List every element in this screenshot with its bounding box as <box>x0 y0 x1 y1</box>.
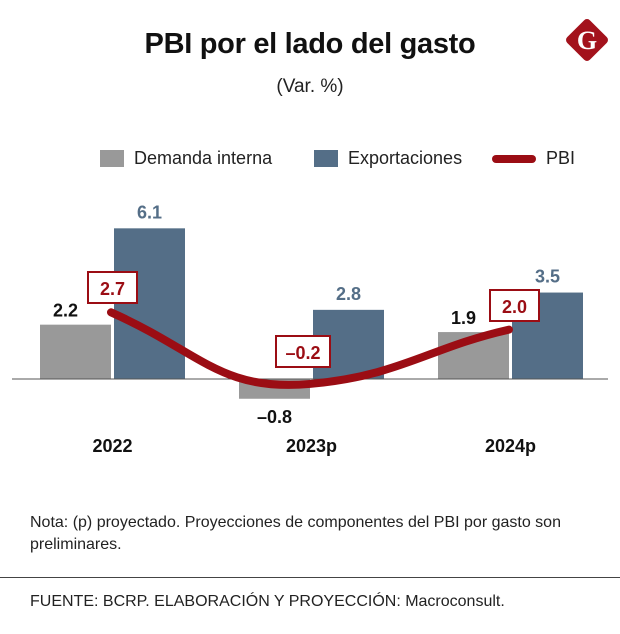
pbi-data-label: –0.2 <box>285 343 320 363</box>
pbi-data-label: 2.0 <box>502 297 527 317</box>
legend-swatch <box>314 150 338 167</box>
data-label: –0.8 <box>257 407 292 427</box>
legend-swatch <box>100 150 124 167</box>
legend-item-demanda: Demanda interna <box>100 148 272 169</box>
pbi-label-box <box>275 335 331 368</box>
svg-text:G: G <box>577 26 597 55</box>
legend: Demanda interna Exportaciones PBI <box>0 148 620 172</box>
data-label: 2.8 <box>336 284 361 304</box>
bar-line-chart: 2.2 –0.8 1.9 6.1 2.8 3.5 2022 2023p 2024p 2.7 –0.2… <box>12 202 608 456</box>
legend-label: PBI <box>546 148 576 168</box>
logo-icon: G <box>566 19 608 61</box>
legend-item-exportaciones: Exportaciones <box>314 148 462 169</box>
chart-subtitle: (Var. %) <box>276 76 344 97</box>
x-tick-label: 2024p <box>485 436 536 456</box>
legend-label: Demanda interna <box>134 148 273 168</box>
data-label: 1.9 <box>451 308 476 328</box>
data-label: 3.5 <box>535 267 560 287</box>
pbi-label-box <box>489 289 540 322</box>
x-tick-label: 2023p <box>286 436 337 456</box>
bar-demanda <box>40 324 111 379</box>
pbi-label-box <box>87 271 138 304</box>
source-text: FUENTE: BCRP. ELABORACIÓN Y PROYECCIÓN: … <box>30 593 505 610</box>
x-tick-label: 2022 <box>92 436 132 456</box>
divider <box>0 577 620 578</box>
legend-swatch <box>492 154 536 163</box>
legend-label: Exportaciones <box>348 148 463 168</box>
footnote: Nota: (p) proyectado. Proyecciones de co… <box>30 514 561 553</box>
pbi-data-label: 2.7 <box>100 279 125 299</box>
data-label: 6.1 <box>137 202 162 222</box>
data-label: 2.2 <box>53 301 78 321</box>
pbi-line <box>107 308 513 389</box>
legend-item-pbi: PBI <box>492 148 575 169</box>
chart-title: PBI por el lado del gasto <box>144 28 476 60</box>
